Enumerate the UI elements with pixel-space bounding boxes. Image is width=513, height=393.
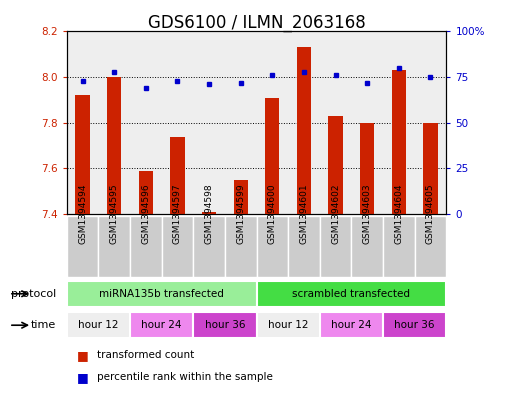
Bar [423, 123, 438, 214]
Text: percentile rank within the sample: percentile rank within the sample [97, 372, 273, 382]
FancyBboxPatch shape [256, 312, 320, 338]
FancyBboxPatch shape [288, 216, 320, 277]
Text: GSM1394603: GSM1394603 [363, 183, 372, 244]
Text: time: time [31, 320, 56, 330]
FancyBboxPatch shape [67, 216, 98, 277]
Text: GSM1394605: GSM1394605 [426, 183, 435, 244]
FancyBboxPatch shape [162, 216, 193, 277]
Bar [265, 98, 280, 214]
Text: ■: ■ [77, 371, 89, 384]
Text: GSM1394597: GSM1394597 [173, 183, 182, 244]
FancyBboxPatch shape [383, 312, 446, 338]
Bar [233, 180, 248, 214]
FancyBboxPatch shape [383, 216, 415, 277]
Bar [107, 77, 121, 214]
Bar [75, 95, 90, 214]
FancyBboxPatch shape [256, 281, 446, 307]
FancyBboxPatch shape [67, 312, 130, 338]
Text: GSM1394598: GSM1394598 [205, 183, 213, 244]
Bar [202, 212, 216, 214]
Text: GSM1394599: GSM1394599 [236, 183, 245, 244]
Text: miRNA135b transfected: miRNA135b transfected [99, 289, 224, 299]
Text: GSM1394604: GSM1394604 [394, 183, 403, 244]
Text: GSM1394596: GSM1394596 [141, 183, 150, 244]
Text: GSM1394602: GSM1394602 [331, 183, 340, 244]
FancyBboxPatch shape [320, 216, 351, 277]
Text: hour 24: hour 24 [331, 320, 371, 330]
Bar [297, 48, 311, 214]
Text: GSM1394594: GSM1394594 [78, 183, 87, 244]
Text: hour 36: hour 36 [394, 320, 435, 330]
FancyBboxPatch shape [256, 216, 288, 277]
Text: GSM1394595: GSM1394595 [110, 183, 119, 244]
Text: scrambled transfected: scrambled transfected [292, 289, 410, 299]
Text: GSM1394600: GSM1394600 [268, 183, 277, 244]
FancyBboxPatch shape [415, 216, 446, 277]
FancyBboxPatch shape [193, 312, 256, 338]
Text: hour 12: hour 12 [78, 320, 119, 330]
Text: ■: ■ [77, 349, 89, 362]
FancyBboxPatch shape [98, 216, 130, 277]
Bar [360, 123, 374, 214]
Bar [392, 70, 406, 214]
Text: hour 24: hour 24 [142, 320, 182, 330]
FancyBboxPatch shape [351, 216, 383, 277]
Bar [328, 116, 343, 214]
FancyBboxPatch shape [193, 216, 225, 277]
Text: hour 36: hour 36 [205, 320, 245, 330]
Text: transformed count: transformed count [97, 350, 195, 360]
FancyBboxPatch shape [225, 216, 256, 277]
FancyBboxPatch shape [67, 281, 256, 307]
Text: hour 12: hour 12 [268, 320, 308, 330]
Bar [139, 171, 153, 214]
FancyBboxPatch shape [130, 216, 162, 277]
Text: GDS6100 / ILMN_2063168: GDS6100 / ILMN_2063168 [148, 14, 365, 32]
Text: GSM1394601: GSM1394601 [300, 183, 308, 244]
FancyBboxPatch shape [320, 312, 383, 338]
Text: protocol: protocol [11, 289, 56, 299]
FancyBboxPatch shape [130, 312, 193, 338]
Bar [170, 136, 185, 214]
